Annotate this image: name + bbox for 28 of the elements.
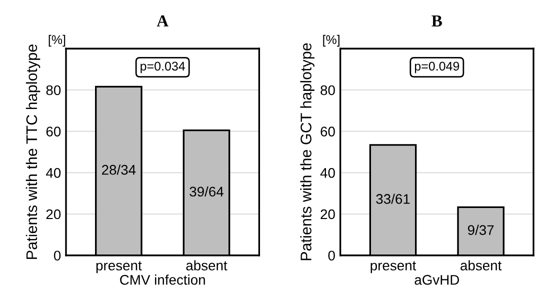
y-tick-label: 0 — [54, 250, 61, 261]
x-tick-label: absent — [186, 260, 228, 270]
y-tick-label: 60 — [46, 126, 61, 136]
y-tick-label: 40 — [46, 168, 61, 178]
y-tick-label: 20 — [46, 209, 61, 220]
text: [%] — [323, 34, 340, 47]
chart-title: B — [432, 16, 442, 26]
data-label: 33/61 — [376, 194, 410, 204]
y-tick-label: 40 — [320, 168, 335, 178]
x-axis-title: aGvHD — [414, 274, 460, 285]
y-tick-label: 80 — [320, 85, 335, 96]
y-tick-label: 80 — [46, 85, 61, 96]
annotation: p=0.049 — [414, 62, 460, 74]
x-tick-label: absent — [460, 260, 502, 270]
data-label: 9/37 — [468, 224, 494, 236]
annotation: p=0.034 — [140, 62, 185, 74]
data-label: 28/34 — [102, 164, 136, 175]
x-tick-label: present — [96, 261, 142, 274]
y-axis-title: Patients with the TTC haplotype — [26, 44, 40, 259]
data-label: 39/64 — [190, 186, 224, 197]
y-tick-label: 60 — [320, 126, 335, 136]
y-axis-title: Patients with the GCT haplotype — [300, 43, 314, 260]
text: [%] — [48, 34, 66, 47]
y-tick-label: 20 — [320, 209, 335, 220]
chart-title: A — [156, 15, 168, 26]
x-tick-label: present — [370, 261, 416, 274]
x-axis-title: CMV infection — [120, 274, 205, 285]
y-tick-label: 0 — [328, 250, 335, 261]
